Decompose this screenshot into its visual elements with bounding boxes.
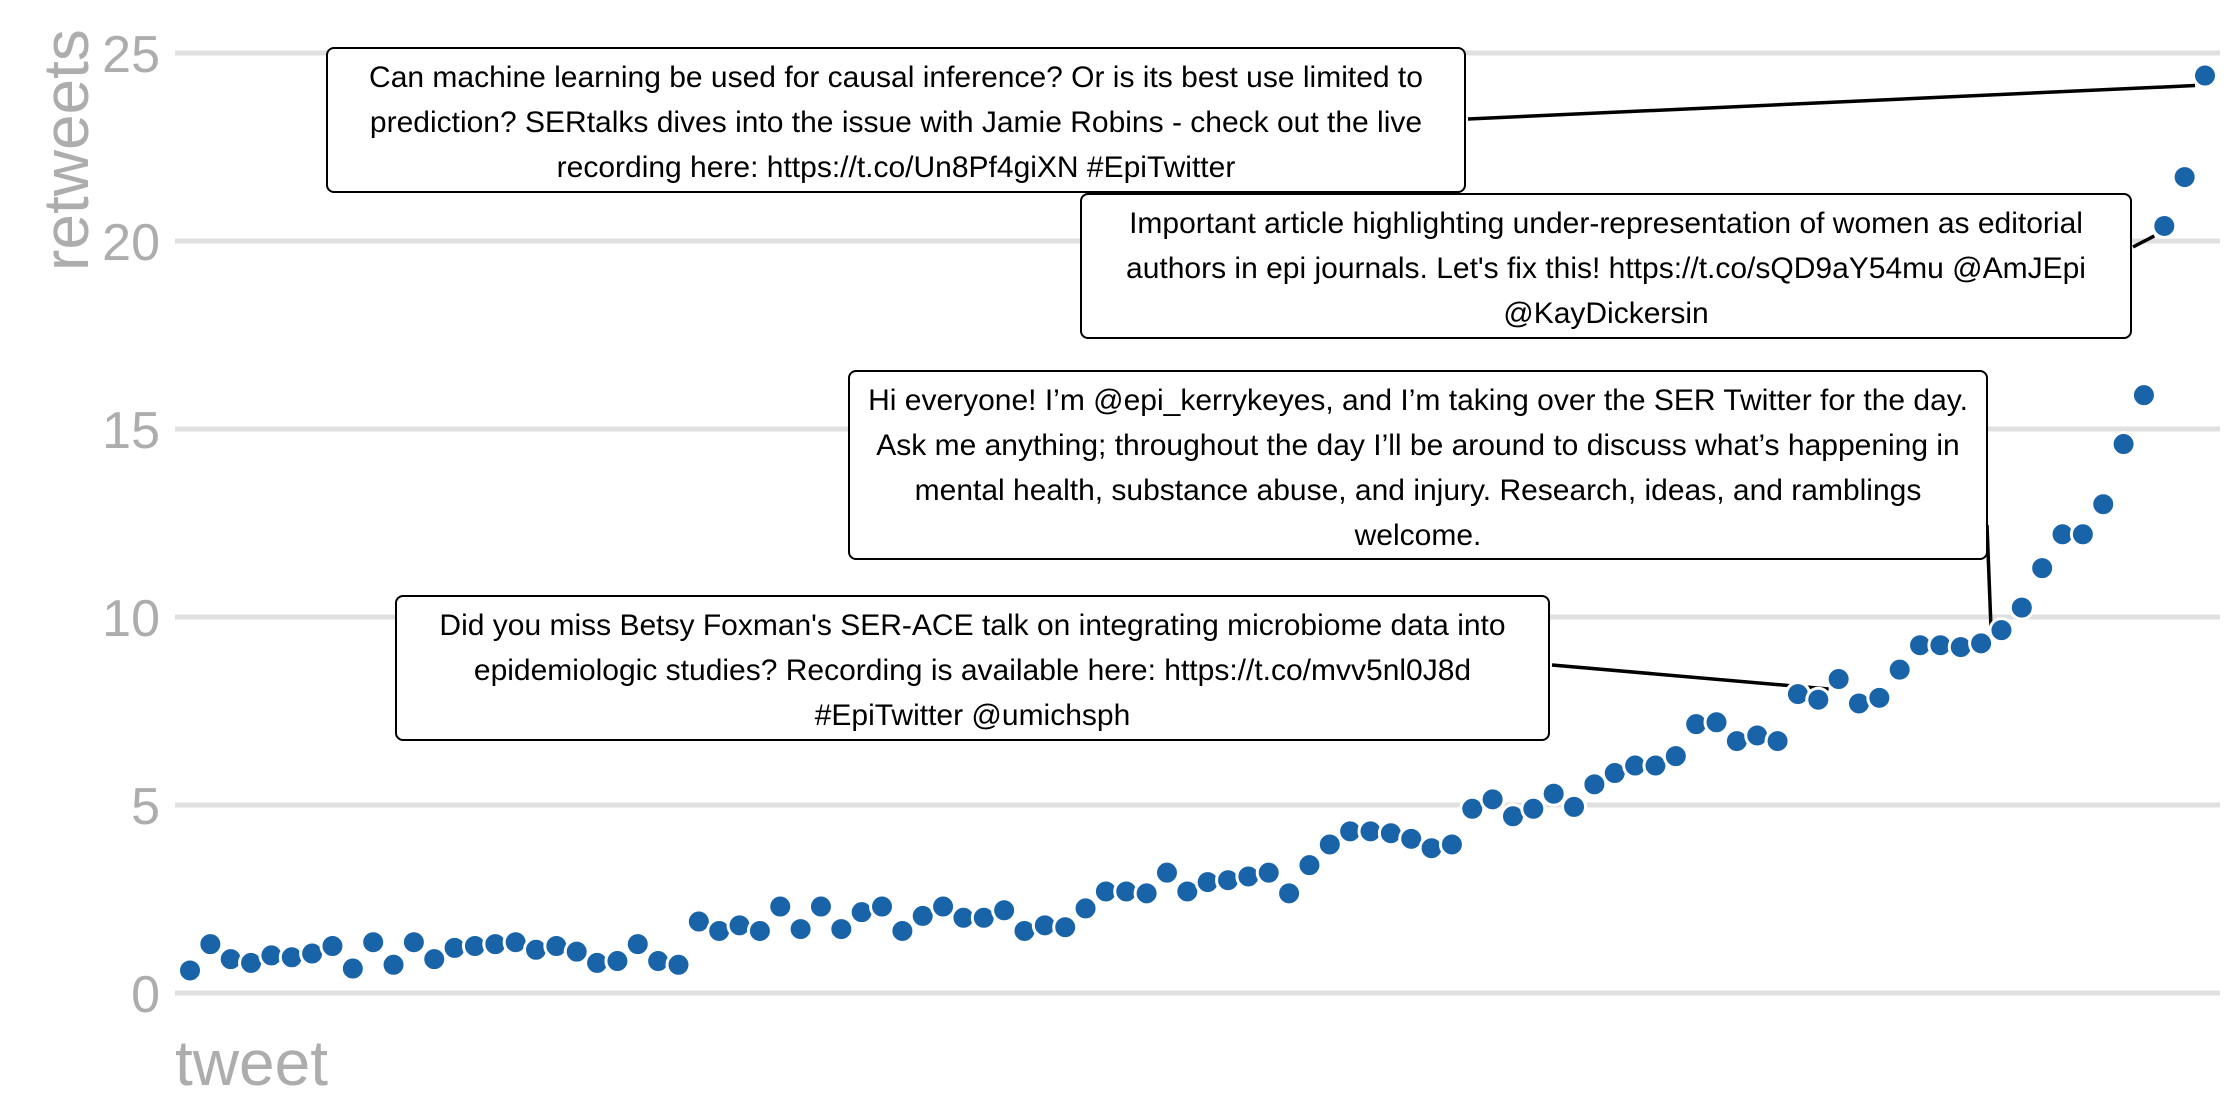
data-point xyxy=(177,957,203,984)
data-point xyxy=(360,929,387,956)
data-point xyxy=(828,916,855,943)
data-point xyxy=(319,933,346,959)
data-point xyxy=(889,917,916,944)
data-point xyxy=(1296,852,1323,879)
y-tick-label: 10 xyxy=(102,590,160,648)
data-point xyxy=(1133,880,1160,907)
data-point xyxy=(400,929,427,956)
data-point xyxy=(1438,831,1465,858)
y-tick-label: 25 xyxy=(102,26,160,84)
data-point xyxy=(1805,686,1832,713)
data-point xyxy=(1072,895,1099,922)
annotation-connector xyxy=(1551,663,1829,691)
data-point xyxy=(2069,521,2096,548)
annotation-label: Hi everyone! I’m @epi_kerrykeyes, and I’… xyxy=(848,370,1988,560)
annotation-connector xyxy=(1467,83,2196,121)
data-point xyxy=(1540,780,1567,807)
data-point xyxy=(563,938,590,965)
y-axis-label: retweets xyxy=(30,29,102,271)
data-point xyxy=(767,893,794,920)
data-point xyxy=(1316,831,1343,858)
data-point xyxy=(2130,382,2157,409)
data-point xyxy=(2008,594,2035,621)
data-point xyxy=(197,931,224,958)
data-point xyxy=(2110,431,2137,458)
y-tick-label: 5 xyxy=(131,778,160,836)
data-point xyxy=(1520,795,1547,822)
data-point xyxy=(624,931,651,958)
data-point xyxy=(380,951,407,978)
data-point xyxy=(1255,859,1282,886)
y-tick-label: 20 xyxy=(102,214,160,272)
data-point xyxy=(1825,666,1852,693)
data-point xyxy=(787,916,814,943)
data-points xyxy=(177,62,2218,984)
data-point xyxy=(1276,880,1303,907)
data-point xyxy=(930,893,957,920)
annotation-connector xyxy=(2132,234,2156,249)
data-point xyxy=(1764,728,1791,755)
data-point xyxy=(1662,743,1689,770)
data-point xyxy=(1479,786,1506,813)
data-point xyxy=(1866,684,1893,711)
data-point xyxy=(604,948,631,975)
data-point xyxy=(2151,212,2178,239)
annotation-label: Important article highlighting under-rep… xyxy=(1080,193,2132,339)
data-point xyxy=(1561,793,1588,820)
y-tick-label: 15 xyxy=(102,402,160,460)
data-point xyxy=(2192,62,2218,89)
data-point xyxy=(869,893,896,920)
data-point xyxy=(2090,491,2117,518)
data-point xyxy=(1703,709,1730,736)
data-point xyxy=(1968,630,1995,657)
y-tick-label: 0 xyxy=(131,966,160,1024)
data-point xyxy=(2171,164,2198,191)
annotation-label: Can machine learning be used for causal … xyxy=(326,47,1466,193)
data-point xyxy=(665,951,692,978)
data-point xyxy=(1886,656,1913,683)
data-point xyxy=(746,917,773,944)
data-point xyxy=(991,897,1018,924)
data-point xyxy=(339,955,366,982)
data-point xyxy=(421,946,448,973)
data-point xyxy=(1052,914,1079,941)
annotation-label: Did you miss Betsy Foxman's SER-ACE talk… xyxy=(395,595,1550,741)
data-point xyxy=(1581,771,1608,798)
data-point xyxy=(807,893,834,920)
y-tick-labels: 0 5 10 15 20 25 xyxy=(102,26,160,1024)
data-point xyxy=(2029,555,2056,582)
data-point xyxy=(1988,617,2015,644)
data-point xyxy=(1153,859,1180,886)
x-axis-label: tweet xyxy=(175,1027,328,1099)
